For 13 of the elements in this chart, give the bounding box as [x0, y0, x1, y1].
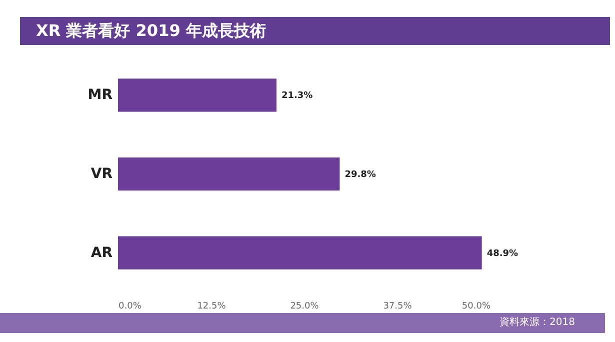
- data-label: 29.8%: [344, 170, 376, 180]
- x-tick-label: 50.0%: [462, 302, 491, 312]
- data-label: 48.9%: [486, 248, 518, 259]
- x-tick-label: 37.5%: [383, 302, 412, 312]
- source-note: 資料來源：2018: [0, 313, 605, 333]
- y-tick-label: MR: [88, 87, 113, 104]
- x-tick-label: 0.0%: [118, 302, 142, 312]
- y-tick-label: VR: [90, 166, 113, 182]
- x-tick-label: 25.0%: [290, 302, 320, 312]
- y-tick-label: AR: [90, 244, 113, 261]
- data-label: 21.3%: [281, 91, 313, 102]
- x-tick-label: 12.5%: [197, 302, 226, 312]
- chart-title: XR 業者看好 2019 年成長技術: [20, 17, 610, 45]
